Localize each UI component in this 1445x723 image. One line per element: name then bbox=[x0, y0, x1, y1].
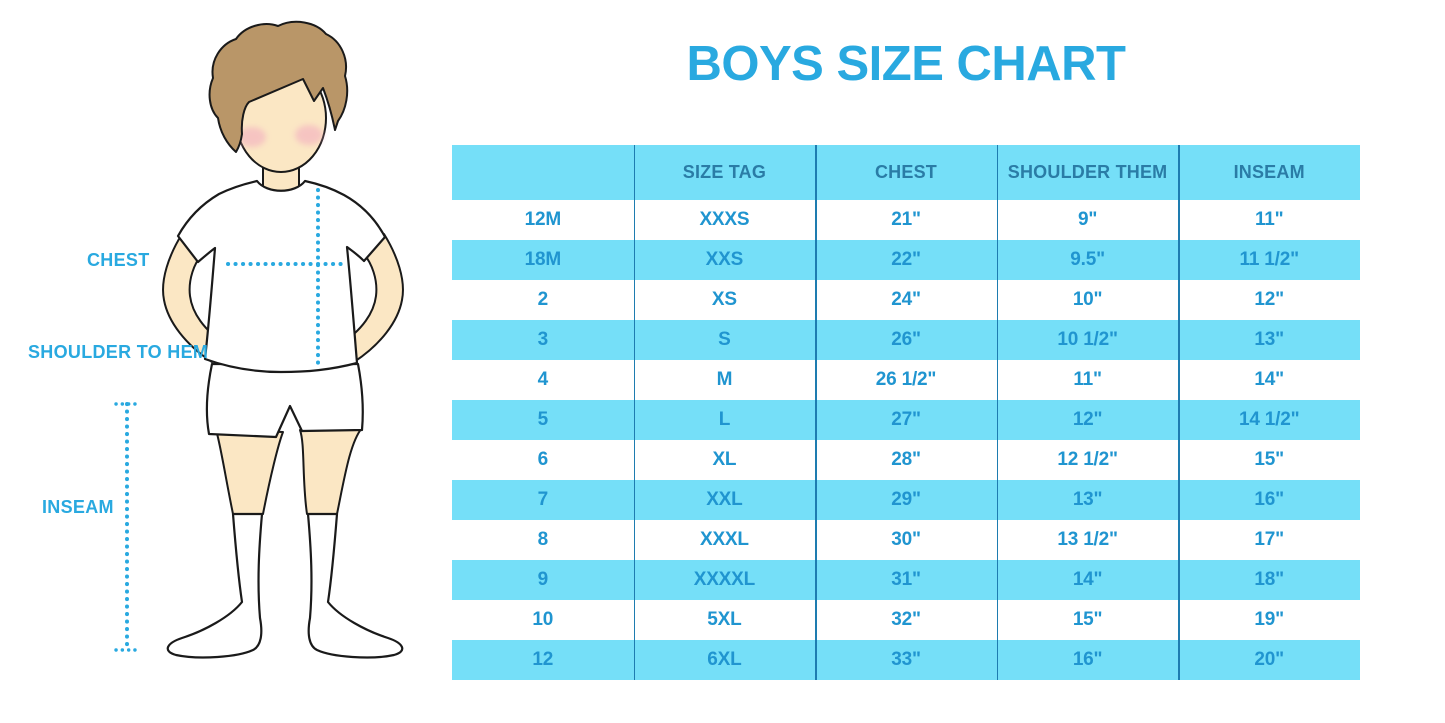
table-cell: 11 1/2" bbox=[1239, 249, 1300, 270]
table-cell: 5 bbox=[537, 409, 549, 430]
table-cell: 18" bbox=[1254, 569, 1284, 590]
table-row: 2 XS 24" 10" 12" bbox=[452, 280, 1360, 320]
table-cell: S bbox=[718, 329, 731, 350]
table-cell: 11" bbox=[1073, 369, 1102, 390]
table-cell: 13 1/2" bbox=[1057, 529, 1118, 550]
boy-right-leg bbox=[299, 427, 363, 515]
table-cell: 14" bbox=[1254, 369, 1284, 390]
table-cell: XXXXL bbox=[693, 569, 756, 590]
column-divider bbox=[815, 145, 817, 680]
boy-left-leg bbox=[215, 429, 284, 515]
table-cell: 10 bbox=[532, 609, 554, 630]
table-cell: 10 1/2" bbox=[1057, 329, 1118, 350]
boy-measurement-figure: CHEST SHOULDER TO HEM INSEAM bbox=[0, 0, 450, 723]
table-cell: 8 bbox=[537, 529, 549, 550]
boy-hair bbox=[208, 20, 349, 153]
boy-shorts bbox=[205, 362, 364, 439]
table-cell: 5XL bbox=[707, 609, 742, 630]
table-cell: XXS bbox=[705, 249, 744, 270]
table-cell: 12 bbox=[532, 649, 554, 670]
table-cell: 29" bbox=[891, 489, 921, 510]
table-cell: 15" bbox=[1072, 609, 1103, 630]
size-table-body: 12M XXXS 21" 9" 11" 18M XXS 22" 9.5" 11 … bbox=[452, 200, 1360, 680]
table-row: 6 XL 28" 12 1/2" 15" bbox=[452, 440, 1360, 480]
table-cell: 12M bbox=[524, 209, 562, 230]
table-row: 5 L 27" 12" 14 1/2" bbox=[452, 400, 1360, 440]
table-cell: 12" bbox=[1072, 409, 1103, 430]
header-cell-inseam: INSEAM bbox=[1233, 162, 1305, 182]
table-row: 3 S 26" 10 1/2" 13" bbox=[452, 320, 1360, 360]
table-cell: 9" bbox=[1078, 209, 1098, 230]
inseam-label: INSEAM bbox=[42, 497, 114, 517]
boy-right-sock bbox=[306, 512, 404, 659]
table-cell: 27" bbox=[891, 409, 921, 430]
boy-tshirt bbox=[176, 179, 387, 374]
table-cell: M bbox=[716, 369, 733, 390]
table-cell: 18M bbox=[524, 249, 562, 270]
size-table-header-row: SIZE TAG CHEST SHOULDER THEM INSEAM bbox=[452, 145, 1360, 200]
table-cell: XXXL bbox=[699, 529, 749, 550]
table-cell: XXXS bbox=[699, 209, 750, 230]
boy-left-sock bbox=[166, 512, 264, 659]
chest-label: CHEST bbox=[87, 250, 150, 270]
table-cell: 16" bbox=[1254, 489, 1284, 510]
table-cell: 13" bbox=[1254, 329, 1284, 350]
column-divider bbox=[633, 145, 636, 680]
table-cell: 13" bbox=[1072, 489, 1103, 510]
page-title: BOYS SIZE CHART bbox=[686, 37, 1126, 91]
table-cell: 14 1/2" bbox=[1238, 409, 1300, 430]
table-cell: 17" bbox=[1254, 529, 1284, 550]
table-cell: 12" bbox=[1254, 289, 1284, 310]
table-cell: 15" bbox=[1254, 449, 1284, 470]
table-cell: 6XL bbox=[707, 649, 742, 670]
table-cell: 30" bbox=[891, 529, 921, 550]
table-cell: L bbox=[718, 409, 731, 430]
table-cell: 26" bbox=[891, 329, 921, 350]
table-cell: 32" bbox=[891, 609, 921, 630]
table-cell: 19" bbox=[1254, 609, 1284, 630]
table-cell: 9 bbox=[537, 569, 549, 590]
boy-cheek-right bbox=[295, 125, 323, 145]
table-cell: 9.5" bbox=[1070, 249, 1105, 270]
header-cell-size-tag: SIZE TAG bbox=[682, 162, 767, 182]
table-cell: 26 1/2" bbox=[875, 369, 937, 390]
table-cell: 24" bbox=[891, 289, 921, 310]
boy-illustration bbox=[114, 20, 404, 659]
table-cell: 11" bbox=[1254, 209, 1284, 230]
table-cell: 20" bbox=[1254, 649, 1284, 670]
table-cell: 2 bbox=[537, 289, 549, 310]
header-cell-shoulder-hem: SHOULDER THEM bbox=[1007, 162, 1168, 182]
table-cell: 16" bbox=[1072, 649, 1103, 670]
table-cell: 7 bbox=[537, 489, 549, 510]
table-row: 4 M 26 1/2" 11" 14" bbox=[452, 360, 1360, 400]
table-cell: 33" bbox=[891, 649, 921, 670]
column-divider bbox=[1178, 145, 1180, 680]
table-cell: 28" bbox=[891, 449, 921, 470]
header-cell-chest: CHEST bbox=[874, 162, 937, 182]
table-cell: 12 1/2" bbox=[1057, 449, 1118, 470]
table-cell: 22" bbox=[891, 249, 921, 270]
table-cell: 4 bbox=[537, 369, 549, 390]
table-cell: XS bbox=[711, 289, 737, 310]
shoulder-to-hem-label: SHOULDER TO HEM bbox=[28, 342, 209, 362]
table-row: 7 XXL 29" 13" 16" bbox=[452, 480, 1360, 520]
table-row: 18M XXS 22" 9.5" 11 1/2" bbox=[452, 240, 1360, 280]
size-table: SIZE TAG CHEST SHOULDER THEM INSEAM 12M … bbox=[452, 145, 1360, 680]
table-cell: 14" bbox=[1072, 569, 1103, 590]
table-cell: 31" bbox=[891, 569, 921, 590]
table-cell: 3 bbox=[537, 329, 549, 350]
table-cell: XL bbox=[712, 449, 737, 470]
table-cell: 10" bbox=[1072, 289, 1103, 310]
table-row: 9 XXXXL 31" 14" 18" bbox=[452, 560, 1360, 600]
table-row: 12 6XL 33" 16" 20" bbox=[452, 640, 1360, 680]
table-cell: 21" bbox=[891, 209, 921, 230]
table-row: 8 XXXL 30" 13 1/2" 17" bbox=[452, 520, 1360, 560]
table-cell: XXL bbox=[706, 489, 743, 510]
table-row: 10 5XL 32" 15" 19" bbox=[452, 600, 1360, 640]
column-divider bbox=[996, 145, 999, 680]
table-cell: 6 bbox=[537, 449, 549, 470]
table-row: 12M XXXS 21" 9" 11" bbox=[452, 200, 1360, 240]
boy-cheek-left bbox=[238, 127, 266, 147]
